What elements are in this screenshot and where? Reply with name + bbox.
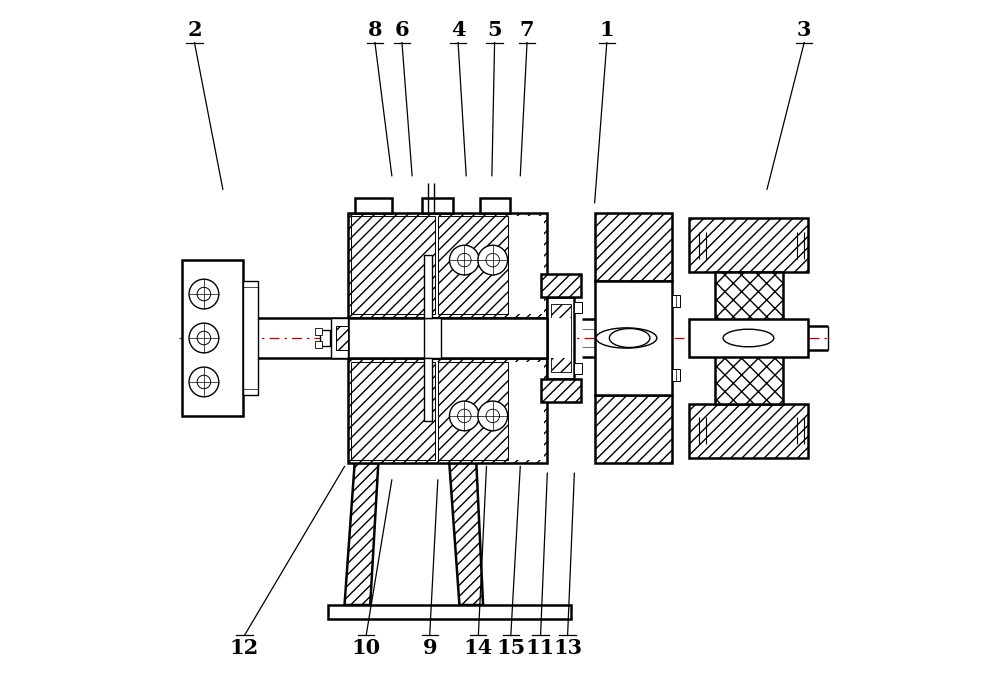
Bar bbox=[689, 319, 808, 357]
Bar bbox=[438, 362, 508, 460]
Bar bbox=[574, 363, 582, 374]
Bar bbox=[672, 369, 680, 381]
Bar bbox=[595, 281, 672, 395]
Text: 7: 7 bbox=[520, 20, 534, 41]
Bar bbox=[351, 216, 544, 314]
Bar bbox=[480, 198, 510, 213]
Text: 8: 8 bbox=[368, 20, 382, 41]
Text: 11: 11 bbox=[526, 637, 555, 658]
Bar bbox=[355, 198, 392, 213]
Circle shape bbox=[486, 409, 499, 422]
Text: 4: 4 bbox=[451, 20, 465, 41]
Bar bbox=[331, 318, 348, 358]
Circle shape bbox=[197, 331, 211, 345]
Bar bbox=[315, 341, 322, 348]
Bar bbox=[315, 328, 322, 335]
Bar bbox=[551, 318, 571, 358]
Bar bbox=[348, 318, 547, 358]
Bar bbox=[424, 358, 432, 421]
Bar bbox=[547, 297, 574, 379]
Circle shape bbox=[478, 401, 508, 431]
Bar bbox=[438, 216, 508, 314]
Bar bbox=[182, 260, 243, 416]
Bar bbox=[320, 330, 330, 346]
Bar bbox=[422, 198, 453, 213]
Text: 15: 15 bbox=[496, 637, 525, 658]
Text: 2: 2 bbox=[187, 20, 202, 41]
Text: 12: 12 bbox=[230, 637, 259, 658]
Bar bbox=[424, 255, 432, 318]
Text: 10: 10 bbox=[352, 637, 381, 658]
Bar bbox=[328, 605, 571, 619]
Text: 14: 14 bbox=[464, 637, 493, 658]
Text: 3: 3 bbox=[797, 20, 811, 41]
Bar bbox=[595, 213, 672, 281]
Bar bbox=[348, 213, 547, 318]
Circle shape bbox=[449, 401, 479, 431]
Polygon shape bbox=[345, 463, 378, 605]
Circle shape bbox=[458, 254, 471, 267]
Circle shape bbox=[197, 287, 211, 301]
Text: 13: 13 bbox=[553, 637, 582, 658]
Bar bbox=[351, 362, 435, 460]
Bar bbox=[351, 362, 544, 460]
Circle shape bbox=[189, 279, 219, 309]
Text: 6: 6 bbox=[395, 20, 409, 41]
Bar bbox=[551, 304, 571, 372]
Ellipse shape bbox=[723, 329, 774, 347]
Bar bbox=[595, 395, 672, 463]
Bar bbox=[243, 281, 258, 395]
Bar bbox=[541, 274, 581, 297]
Bar bbox=[336, 326, 348, 350]
Polygon shape bbox=[449, 463, 483, 605]
Bar bbox=[351, 216, 435, 314]
Ellipse shape bbox=[596, 328, 657, 348]
Text: 5: 5 bbox=[487, 20, 502, 41]
Bar bbox=[715, 272, 783, 404]
Bar bbox=[689, 218, 808, 272]
Bar bbox=[689, 404, 808, 458]
Bar bbox=[424, 318, 441, 358]
Bar bbox=[672, 295, 680, 307]
Bar bbox=[541, 379, 581, 402]
Text: 1: 1 bbox=[599, 20, 614, 41]
Circle shape bbox=[458, 409, 471, 422]
Text: 9: 9 bbox=[422, 637, 437, 658]
Circle shape bbox=[486, 254, 499, 267]
Circle shape bbox=[197, 375, 211, 389]
Circle shape bbox=[449, 245, 479, 275]
Circle shape bbox=[478, 245, 508, 275]
Circle shape bbox=[189, 323, 219, 353]
Bar bbox=[348, 358, 547, 463]
Ellipse shape bbox=[609, 329, 650, 347]
Bar bbox=[574, 302, 582, 313]
Circle shape bbox=[189, 367, 219, 397]
